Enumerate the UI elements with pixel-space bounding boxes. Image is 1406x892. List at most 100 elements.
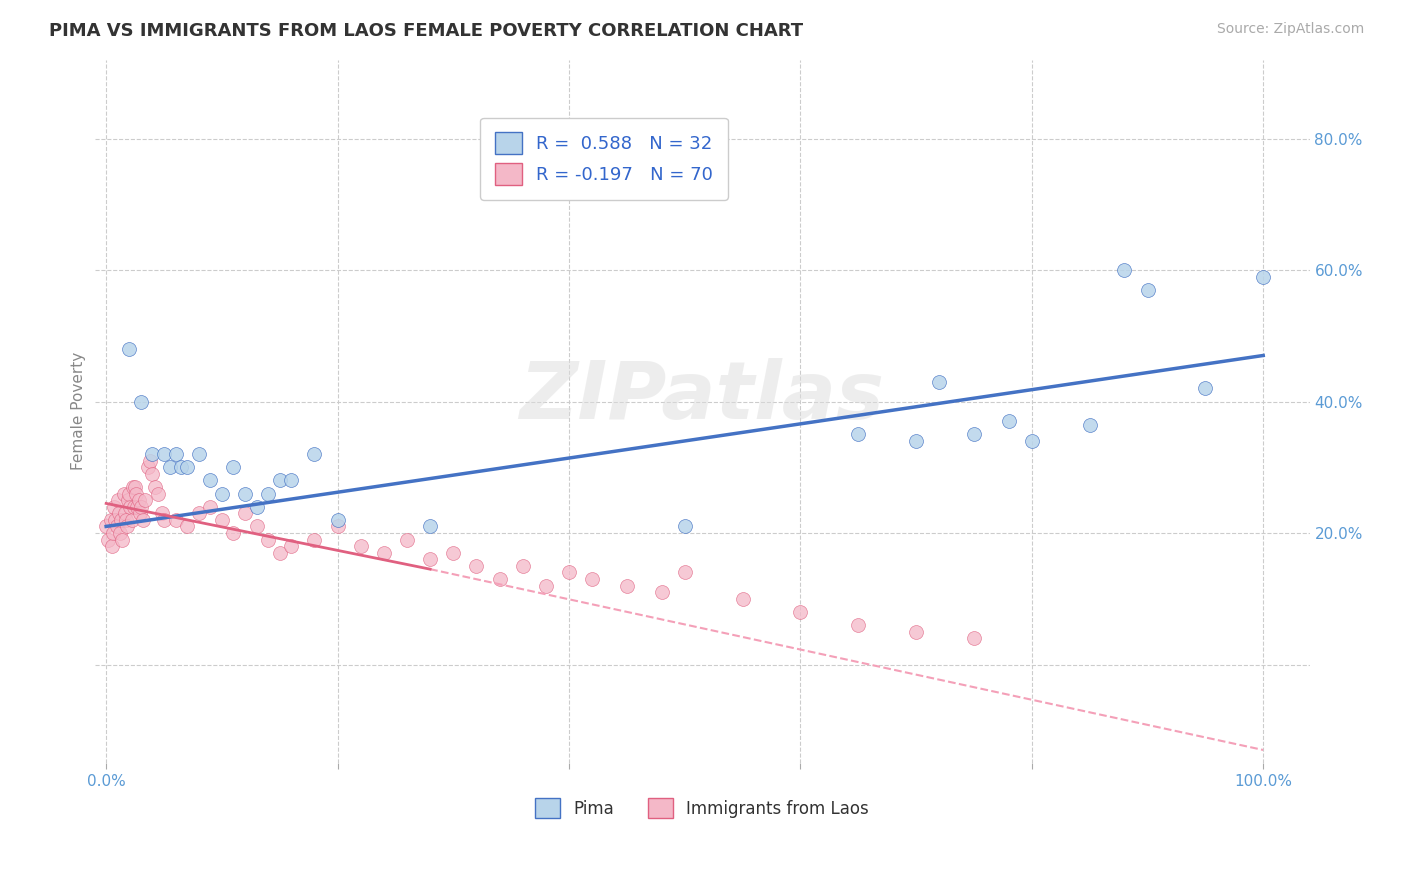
Point xyxy=(134,493,156,508)
Point xyxy=(100,513,122,527)
Point xyxy=(1194,381,1216,395)
Legend: Pima, Immigrants from Laos: Pima, Immigrants from Laos xyxy=(529,791,876,825)
Point xyxy=(326,513,349,527)
Point xyxy=(233,506,256,520)
Point xyxy=(101,526,124,541)
Text: ZIPatlas: ZIPatlas xyxy=(520,359,884,436)
Point xyxy=(141,467,163,481)
Point xyxy=(963,631,986,645)
Point xyxy=(1136,283,1159,297)
Point xyxy=(165,513,187,527)
Point xyxy=(187,506,209,520)
Point xyxy=(905,434,928,448)
Point xyxy=(121,480,143,494)
Point xyxy=(129,500,152,514)
Point xyxy=(558,566,581,580)
Point xyxy=(269,546,291,560)
Point xyxy=(963,427,986,442)
Point xyxy=(846,427,869,442)
Point xyxy=(117,493,139,508)
Point xyxy=(94,519,117,533)
Point xyxy=(1078,417,1101,432)
Point xyxy=(111,533,134,547)
Point xyxy=(127,500,149,514)
Y-axis label: Female Poverty: Female Poverty xyxy=(72,352,86,470)
Point xyxy=(1251,269,1274,284)
Point xyxy=(176,460,198,475)
Point xyxy=(1021,434,1043,448)
Point xyxy=(211,513,233,527)
Point xyxy=(200,474,222,488)
Point xyxy=(107,493,129,508)
Point xyxy=(616,579,638,593)
Point xyxy=(153,513,176,527)
Point xyxy=(129,394,152,409)
Text: PIMA VS IMMIGRANTS FROM LAOS FEMALE POVERTY CORRELATION CHART: PIMA VS IMMIGRANTS FROM LAOS FEMALE POVE… xyxy=(49,22,803,40)
Point xyxy=(112,486,135,500)
Point xyxy=(118,342,141,356)
Point xyxy=(139,453,162,467)
Point xyxy=(103,500,125,514)
Point xyxy=(534,579,557,593)
Point xyxy=(673,566,696,580)
Point xyxy=(581,572,603,586)
Point xyxy=(350,539,373,553)
Point xyxy=(789,605,811,619)
Point xyxy=(304,447,326,461)
Point xyxy=(465,558,488,573)
Point xyxy=(128,506,150,520)
Point xyxy=(108,526,131,541)
Point xyxy=(905,624,928,639)
Point xyxy=(233,486,256,500)
Point xyxy=(118,486,141,500)
Point xyxy=(141,447,163,461)
Point xyxy=(441,546,464,560)
Point xyxy=(651,585,673,599)
Point xyxy=(673,519,696,533)
Point xyxy=(395,533,418,547)
Point xyxy=(176,519,198,533)
Point xyxy=(143,480,166,494)
Point xyxy=(846,618,869,632)
Point xyxy=(488,572,510,586)
Point xyxy=(222,460,245,475)
Point xyxy=(211,486,233,500)
Text: Source: ZipAtlas.com: Source: ZipAtlas.com xyxy=(1216,22,1364,37)
Point xyxy=(121,513,143,527)
Point xyxy=(165,447,187,461)
Point xyxy=(200,500,222,514)
Point xyxy=(269,474,291,488)
Point xyxy=(114,513,136,527)
Point xyxy=(280,539,302,553)
Point xyxy=(150,506,173,520)
Point xyxy=(187,447,209,461)
Point xyxy=(280,474,302,488)
Point xyxy=(153,447,176,461)
Point xyxy=(124,480,146,494)
Point xyxy=(114,506,136,520)
Point xyxy=(304,533,326,547)
Point xyxy=(108,506,131,520)
Point xyxy=(125,486,148,500)
Point xyxy=(159,460,181,475)
Point xyxy=(512,558,534,573)
Point xyxy=(136,460,159,475)
Point xyxy=(928,375,950,389)
Point xyxy=(120,500,142,514)
Point xyxy=(97,533,120,547)
Point xyxy=(110,513,132,527)
Point xyxy=(257,486,280,500)
Point xyxy=(326,519,349,533)
Point xyxy=(148,486,170,500)
Point xyxy=(128,493,150,508)
Point xyxy=(997,414,1019,428)
Point xyxy=(122,500,145,514)
Point xyxy=(257,533,280,547)
Point xyxy=(132,513,155,527)
Point xyxy=(1114,263,1136,277)
Point xyxy=(104,513,127,527)
Point xyxy=(373,546,395,560)
Point xyxy=(419,519,441,533)
Point xyxy=(105,519,128,533)
Point xyxy=(245,519,267,533)
